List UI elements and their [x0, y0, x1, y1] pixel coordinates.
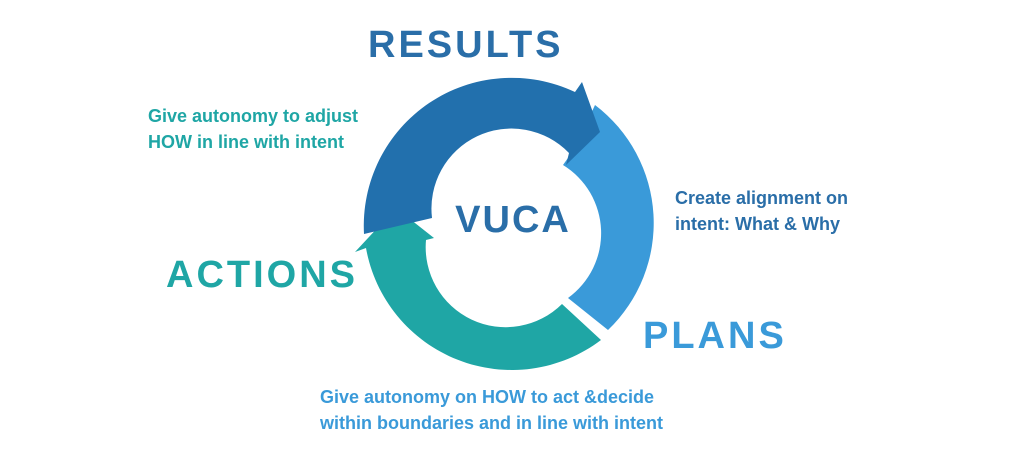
- plans-note: Create alignment on intent: What & Why: [675, 185, 895, 237]
- results-note: Give autonomy to adjust HOW in line with…: [148, 103, 408, 155]
- actions-title: ACTIONS: [166, 254, 358, 296]
- plans-arrow: [563, 105, 654, 330]
- results-title: RESULTS: [368, 24, 564, 66]
- results-arrow: [363, 77, 600, 234]
- plans-note-line: intent: What & Why: [675, 214, 840, 234]
- actions-arrow: [355, 208, 601, 370]
- actions-note-line: within boundaries and in line with inten…: [320, 413, 663, 433]
- plans-title: PLANS: [643, 315, 787, 357]
- actions-note-line: Give autonomy on HOW to act &decide: [320, 387, 655, 407]
- actions-note: Give autonomy on HOW to act &decide with…: [320, 384, 740, 436]
- results-note-line: HOW in line with intent: [148, 132, 344, 152]
- center-label: VUCA: [455, 199, 571, 241]
- plans-note-line: Create alignment on: [675, 188, 849, 208]
- results-note-line: Give autonomy to adjust: [148, 106, 359, 126]
